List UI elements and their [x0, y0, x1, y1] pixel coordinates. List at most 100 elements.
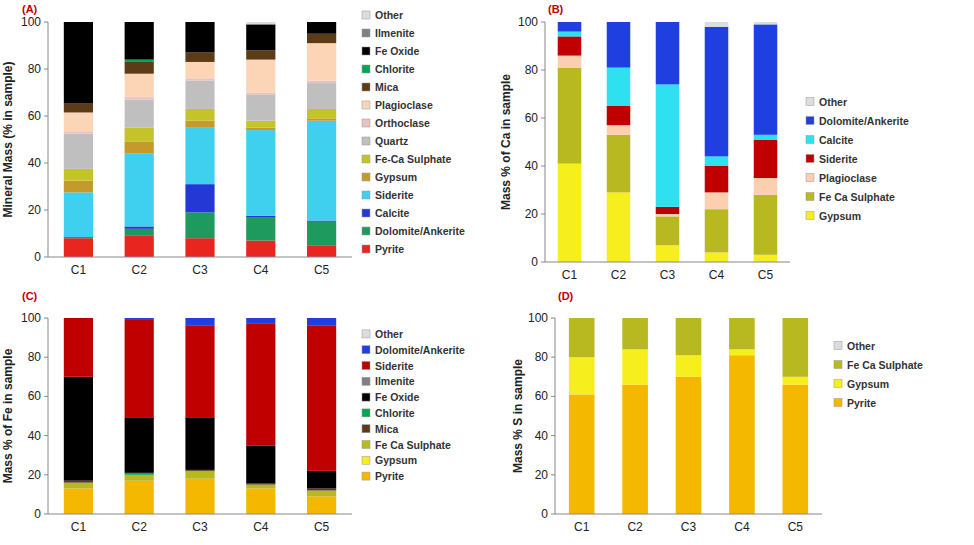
bar-segment [656, 214, 680, 216]
y-tick-label: 0 [541, 507, 548, 521]
y-tick-label: 20 [28, 203, 42, 217]
legend-swatch [362, 346, 370, 354]
figure: C1C2C3C4C5020406080100Mineral Mass (% in… [0, 0, 974, 545]
y-tick-label: 0 [531, 255, 538, 269]
bar-segment [125, 320, 154, 418]
bar-segment [125, 22, 154, 23]
y-tick-label: 60 [28, 389, 42, 403]
legend: OtherIlmeniteFe OxideChloriteMicaPlagioc… [362, 9, 465, 255]
bar-segment [125, 236, 154, 257]
bar-segment [185, 212, 214, 238]
y-tick-label: 60 [535, 389, 549, 403]
bar-segment [607, 22, 631, 23]
bar-segment [185, 78, 214, 80]
category-label: C3 [681, 520, 697, 534]
category-label: C2 [132, 520, 148, 534]
bar-segment [754, 24, 778, 134]
bar-segment [729, 355, 755, 514]
legend-label: Ilmenite [375, 27, 415, 39]
category-label: C5 [788, 520, 804, 534]
y-axis-label: Mass % S in sample [511, 359, 525, 473]
y-tick-label: 20 [28, 468, 42, 482]
legend-label: Other [375, 9, 403, 21]
legend-label: Fe-Ca Sulphate [375, 153, 452, 165]
y-tick [44, 435, 48, 436]
legend-label: Dolomite/Ankerite [819, 115, 909, 127]
category-label: C1 [562, 268, 578, 282]
category-label: C3 [660, 268, 676, 282]
bar-segment [558, 68, 582, 164]
bar-segment [64, 238, 93, 257]
bar-segment [307, 109, 336, 118]
bar-segment [607, 68, 631, 106]
bars [558, 22, 778, 262]
x-axis [555, 514, 822, 515]
category-label: C1 [71, 520, 87, 534]
category-label: C2 [627, 520, 643, 534]
bar-segment [307, 121, 336, 221]
legend-swatch [362, 11, 370, 19]
y-axis [48, 318, 49, 514]
legend-swatch [834, 361, 842, 369]
bar-segment [125, 142, 154, 154]
bar-segment [64, 483, 93, 489]
bar-segment [64, 181, 93, 193]
bar-segment [705, 27, 729, 157]
legend-label: Other [847, 340, 875, 352]
y-tick [541, 262, 545, 263]
y-tick-label: 80 [28, 62, 42, 76]
legend-label: Chlorite [375, 407, 415, 419]
category-label: C4 [734, 520, 750, 534]
bar-segment [125, 473, 154, 475]
bar-segment [307, 22, 336, 23]
bar-segment [185, 81, 214, 109]
bar-segment [558, 36, 582, 55]
bar-segment [246, 445, 275, 483]
legend-swatch [362, 209, 370, 217]
legend-label: Chlorite [375, 63, 415, 75]
legend-swatch [362, 393, 370, 401]
bar-segment [307, 471, 336, 489]
bar-segment [558, 164, 582, 262]
bar-segment [569, 394, 595, 514]
category-label: C3 [192, 520, 208, 534]
category-label: C3 [192, 263, 208, 277]
legend-label: Siderite [375, 360, 414, 372]
legend-label: Pyrite [375, 243, 404, 255]
legend-label: Plagioclase [819, 172, 877, 184]
legend-label: Fe Ca Sulphate [375, 439, 451, 451]
bar-segment [185, 326, 214, 418]
bar-segment [185, 418, 214, 470]
bar-segment [185, 238, 214, 257]
legend-label: Other [375, 328, 403, 340]
bar-segment [246, 128, 275, 130]
bar-segment [64, 22, 93, 23]
bar-segment [246, 50, 275, 59]
bar-segment [64, 112, 93, 131]
legend-label: Plagioclase [375, 99, 433, 111]
bar-segment [64, 169, 93, 181]
bar-segment [307, 83, 336, 109]
bar-segment [307, 326, 336, 471]
bar-segment [782, 377, 808, 385]
bar-segment [246, 216, 275, 217]
y-tick-label: 100 [518, 15, 538, 29]
bar-segment [125, 22, 154, 60]
legend-swatch [362, 227, 370, 235]
bar-segment [705, 156, 729, 166]
panel: C1C2C3C4C5020406080100Mass % of Fe in sa… [1, 290, 465, 534]
bar-segment [782, 318, 808, 319]
bar-segment [185, 53, 214, 62]
bar-segment [307, 245, 336, 257]
bar-segment [125, 226, 154, 228]
y-tick-label: 40 [28, 156, 42, 170]
bar-segment [729, 349, 755, 355]
bar-segment [307, 496, 336, 514]
legend-label: Siderite [375, 189, 414, 201]
bar-segment [307, 43, 336, 81]
bar-segment [307, 222, 336, 246]
legend-label: Gypsum [819, 210, 861, 222]
bar-segment [705, 166, 729, 192]
legend-label: Gypsum [375, 454, 417, 466]
bar-segment [246, 217, 275, 241]
